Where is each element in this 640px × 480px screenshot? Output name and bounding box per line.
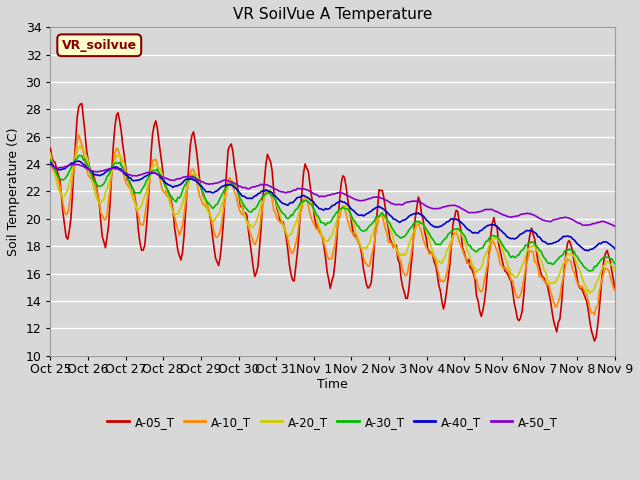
- X-axis label: Time: Time: [317, 378, 348, 391]
- Legend: A-05_T, A-10_T, A-20_T, A-30_T, A-40_T, A-50_T: A-05_T, A-10_T, A-20_T, A-30_T, A-40_T, …: [102, 411, 563, 433]
- Y-axis label: Soil Temperature (C): Soil Temperature (C): [7, 127, 20, 256]
- Title: VR SoilVue A Temperature: VR SoilVue A Temperature: [233, 7, 433, 22]
- Text: VR_soilvue: VR_soilvue: [61, 39, 137, 52]
